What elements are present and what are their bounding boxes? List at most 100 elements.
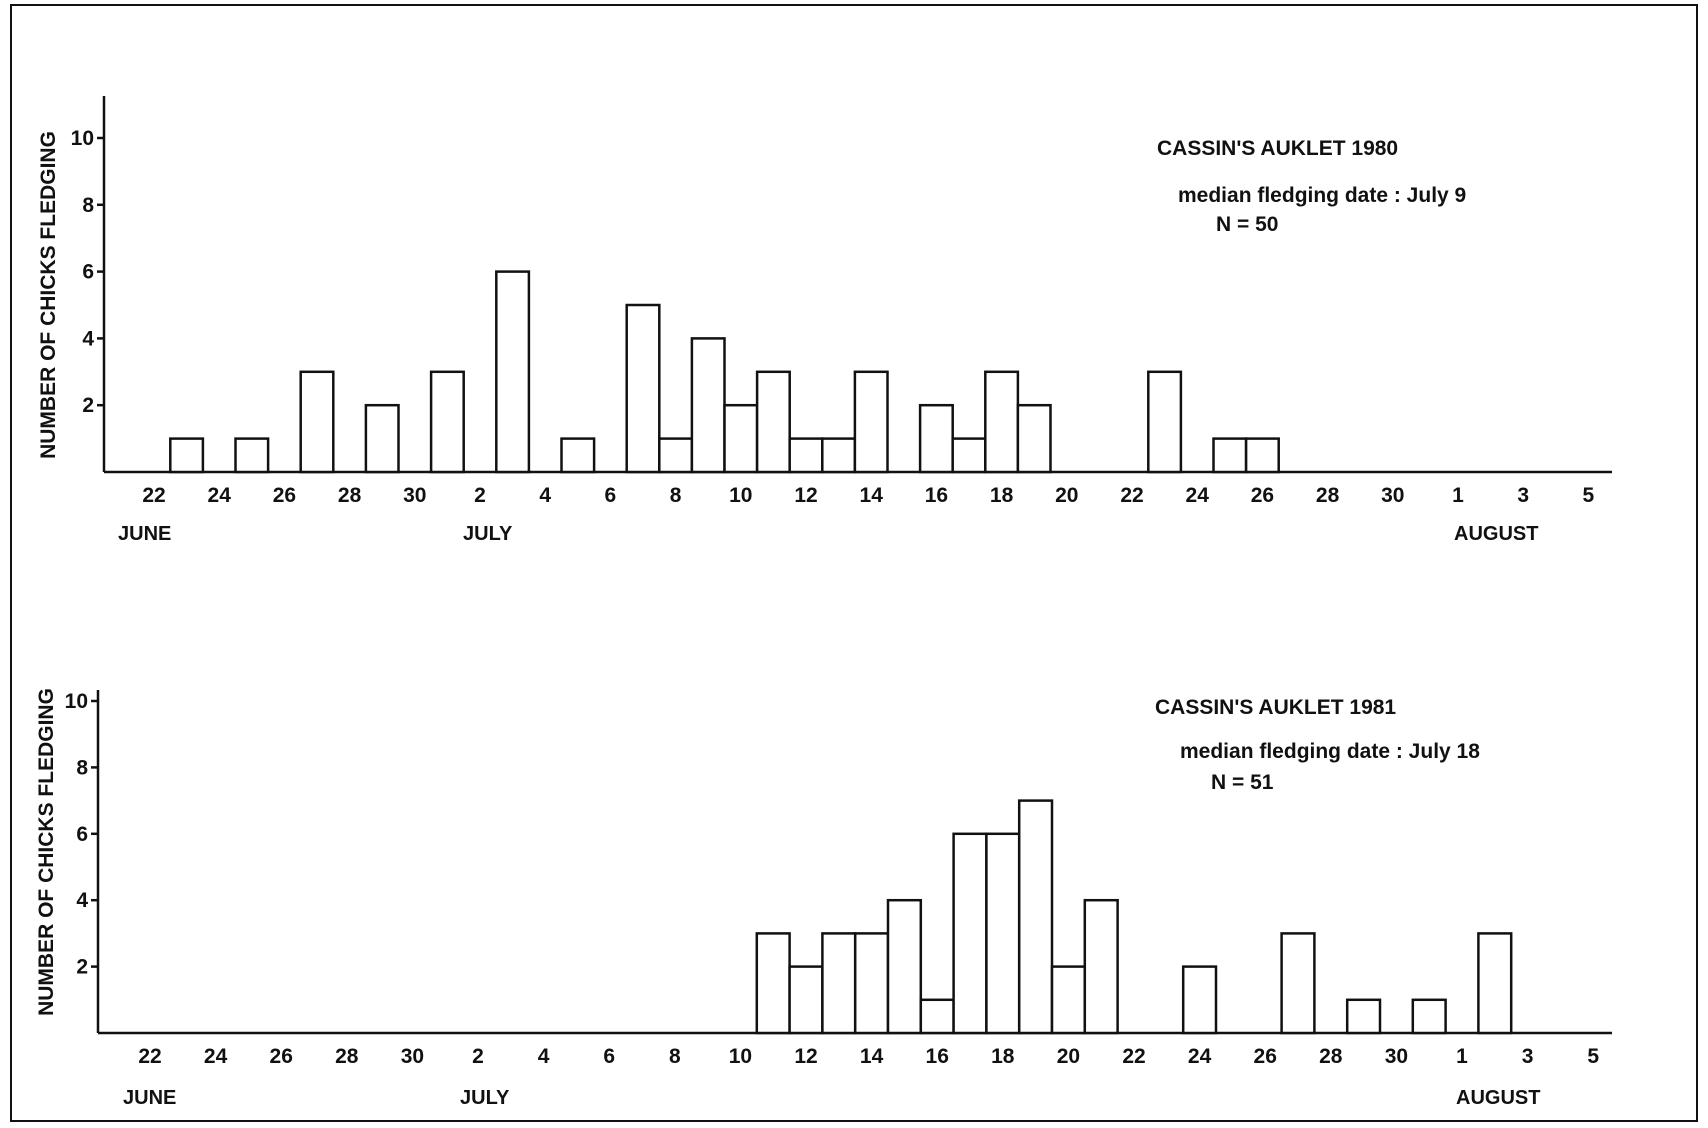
bar (952, 832, 988, 1035)
sample-size-annotation: N = 51 (1211, 771, 1274, 794)
bar (1280, 932, 1316, 1035)
bar (853, 932, 890, 1035)
figure-frame (10, 4, 1698, 1122)
bar (788, 965, 824, 1035)
bar (1212, 437, 1248, 474)
x-tick-label: 26 (270, 1045, 293, 1068)
bar (886, 898, 923, 1035)
month-label: JUNE (123, 1087, 176, 1109)
x-tick-label: 22 (1122, 1045, 1145, 1068)
month-label: JUNE (118, 523, 171, 545)
bar (1050, 965, 1087, 1035)
x-tick-label: 1 (1452, 484, 1464, 507)
month-label: JULY (463, 523, 513, 545)
bar (919, 998, 955, 1035)
x-tick-label: 22 (138, 1045, 161, 1068)
x-tick-label: 8 (670, 484, 682, 507)
bar (658, 437, 694, 474)
y-axis-label: NUMBER OF CHICKS FLEDGING (35, 688, 58, 1016)
x-tick-label: 2 (472, 1045, 484, 1068)
x-tick-label: 16 (926, 1045, 949, 1068)
bar (299, 370, 335, 474)
bar (951, 437, 987, 474)
bar (1411, 998, 1447, 1035)
x-tick-label: 28 (338, 484, 362, 507)
median-annotation: median fledging date : July 18 (1180, 740, 1480, 763)
bar (1244, 437, 1280, 474)
bar (1147, 370, 1183, 474)
x-tick-label: 10 (729, 1045, 752, 1068)
bar (723, 403, 759, 474)
bar (985, 832, 1021, 1035)
x-tick-label: 1 (1456, 1045, 1468, 1068)
bar (234, 437, 270, 474)
y-tick-label: 2 (82, 394, 94, 417)
x-tick-label: 26 (1254, 1045, 1277, 1068)
y-tick-label: 8 (82, 194, 94, 217)
x-tick-label: 6 (605, 484, 617, 507)
y-tick-label: 10 (65, 690, 88, 713)
x-tick-label: 26 (1251, 484, 1274, 507)
y-tick-label: 8 (76, 756, 88, 779)
month-label: JULY (460, 1087, 510, 1109)
bar (1181, 965, 1218, 1035)
x-tick-label: 22 (1120, 484, 1143, 507)
x-tick-label: 30 (1381, 484, 1404, 507)
bar (364, 403, 400, 474)
x-tick-label: 14 (860, 1045, 884, 1068)
x-tick-label: 28 (1319, 1045, 1343, 1068)
x-tick-label: 10 (729, 484, 752, 507)
x-tick-label: 30 (401, 1045, 424, 1068)
bar (1345, 998, 1382, 1035)
chart-title: CASSIN'S AUKLET 1981 (1155, 696, 1396, 719)
x-tick-label: 12 (794, 1045, 817, 1068)
y-tick-label: 10 (71, 127, 94, 150)
x-tick-label: 3 (1517, 484, 1529, 507)
x-tick-label: 18 (991, 1045, 1015, 1068)
bar (1083, 898, 1119, 1035)
bar (1017, 799, 1054, 1035)
bar (560, 437, 596, 474)
bar (625, 303, 661, 474)
x-tick-label: 30 (1385, 1045, 1408, 1068)
x-tick-label: 4 (539, 484, 551, 507)
x-tick-label: 28 (1316, 484, 1340, 507)
bar (495, 270, 531, 474)
x-tick-label: 3 (1522, 1045, 1534, 1068)
bar (755, 370, 791, 474)
bar (984, 370, 1020, 474)
x-tick-label: 16 (925, 484, 948, 507)
x-tick-label: 18 (990, 484, 1014, 507)
x-tick-label: 20 (1055, 484, 1078, 507)
x-tick-label: 8 (669, 1045, 681, 1068)
x-tick-label: 30 (403, 484, 426, 507)
x-tick-label: 4 (538, 1045, 550, 1068)
x-tick-label: 24 (1188, 1045, 1212, 1068)
x-tick-label: 24 (1186, 484, 1210, 507)
bar (169, 437, 205, 474)
x-tick-label: 5 (1587, 1045, 1599, 1068)
x-tick-label: 26 (273, 484, 296, 507)
month-label: AUGUST (1456, 1087, 1540, 1109)
x-tick-label: 2 (474, 484, 486, 507)
bar (821, 932, 857, 1035)
x-tick-label: 14 (860, 484, 884, 507)
y-tick-label: 6 (82, 261, 94, 284)
x-tick-label: 20 (1057, 1045, 1080, 1068)
bar (429, 370, 465, 474)
bar (788, 437, 824, 474)
median-annotation: median fledging date : July 9 (1178, 184, 1466, 207)
y-tick-label: 4 (76, 889, 88, 912)
x-tick-label: 28 (335, 1045, 359, 1068)
bar (918, 403, 954, 474)
sample-size-annotation: N = 50 (1216, 213, 1278, 236)
y-tick-label: 4 (82, 327, 94, 350)
chart-title: CASSIN'S AUKLET 1980 (1157, 137, 1398, 160)
bar (853, 370, 889, 474)
month-label: AUGUST (1454, 523, 1538, 545)
y-tick-label: 2 (76, 956, 88, 979)
